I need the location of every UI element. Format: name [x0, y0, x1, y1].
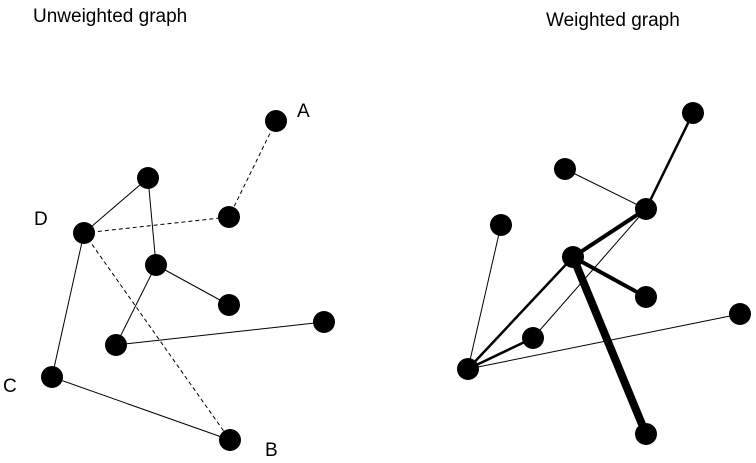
unweighted-node-n6	[218, 294, 240, 316]
weighted-edge-w5-w6	[572, 255, 647, 299]
unweighted-edge-a-n3	[228, 120, 277, 218]
node-label-d: D	[34, 209, 48, 230]
weighted-edge-w3-w8	[532, 208, 647, 339]
weighted-edge-w5-w9	[467, 256, 574, 370]
weighted-node-w5	[562, 246, 584, 268]
weighted-nodes	[457, 102, 751, 445]
unweighted-edge-n8-n7	[115, 321, 325, 346]
unweighted-node-d	[73, 222, 95, 244]
weighted-node-w8	[522, 327, 544, 349]
unweighted-edge-d-c	[51, 232, 85, 378]
weighted-edge-w5-w10	[569, 255, 650, 436]
weighted-graph-title: Weighted graph	[546, 10, 680, 31]
unweighted-edge-d-b	[83, 232, 231, 441]
weighted-node-w1	[682, 102, 704, 124]
unweighted-node-a	[265, 110, 287, 132]
node-label-c: C	[3, 376, 17, 397]
weighted-edge-w9-w8	[467, 336, 534, 371]
weighted-edge-w9-w7	[467, 313, 741, 370]
unweighted-node-b	[219, 429, 241, 451]
unweighted-node-c	[41, 366, 63, 388]
unweighted-graph-title: Unweighted graph	[33, 6, 187, 27]
unweighted-graph-panel: Unweighted graph A D C B	[3, 6, 335, 461]
weighted-node-w4	[490, 214, 512, 236]
unweighted-node-n2	[137, 167, 159, 189]
unweighted-edge-n5-n8	[115, 264, 157, 346]
weighted-node-w2	[554, 158, 576, 180]
weighted-edge-w4-w9	[467, 224, 502, 370]
weighted-node-w6	[635, 286, 657, 308]
unweighted-edge-c-b	[51, 376, 231, 441]
unweighted-nodes	[41, 110, 335, 451]
unweighted-node-n3	[218, 206, 240, 228]
weighted-node-w3	[635, 198, 657, 220]
node-label-b: B	[265, 440, 278, 461]
weighted-edge-w1-w3	[644, 112, 695, 210]
unweighted-edges	[51, 120, 325, 441]
weighted-edges	[467, 112, 741, 436]
weighted-node-w9	[457, 358, 479, 380]
unweighted-node-n8	[105, 334, 127, 356]
unweighted-edge-d-n3	[83, 216, 230, 234]
weighted-edge-w3-w5	[571, 207, 648, 259]
node-label-a: A	[297, 101, 310, 122]
weighted-node-w10	[635, 423, 657, 445]
unweighted-edge-n5-n6	[155, 264, 230, 306]
unweighted-edge-n2-n5	[147, 177, 157, 266]
weighted-graph-panel: Weighted graph	[457, 10, 751, 445]
weighted-edge-w2-w3	[564, 168, 647, 210]
unweighted-edge-n2-d	[83, 177, 149, 234]
unweighted-node-n5	[145, 254, 167, 276]
unweighted-node-n7	[313, 311, 335, 333]
weighted-node-w7	[729, 303, 751, 325]
